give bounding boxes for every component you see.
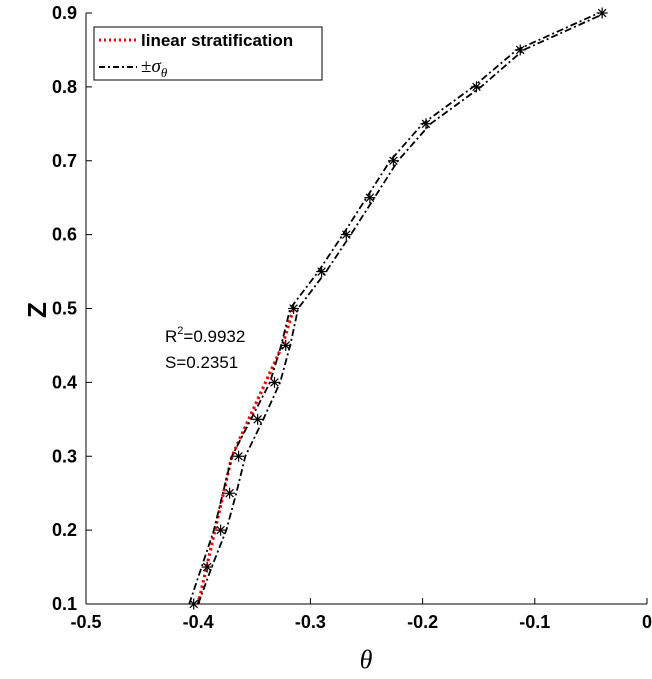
legend-label-linear-stratification: linear stratification <box>141 31 293 50</box>
marker-stroke <box>189 599 198 609</box>
ticks-group: -0.5 -0.4 -0.3 -0.2 -0.1 0 0.1 0.2 0.3 0.4 0.5 0.6 0… <box>52 3 652 632</box>
series-sigma-upper <box>197 12 606 605</box>
x-tick-label: -0.5 <box>70 612 101 632</box>
data-point-marker <box>387 155 399 167</box>
r-squared-annotation: R2=0.9932 <box>165 325 245 346</box>
data-point-marker <box>224 487 236 499</box>
axis-labels-group: Z θ <box>22 302 373 674</box>
marker-stroke <box>421 119 431 129</box>
y-tick-label: 0.1 <box>52 594 77 614</box>
data-point-marker <box>364 192 376 204</box>
data-point-marker <box>596 7 608 19</box>
data-point-marker <box>420 118 432 130</box>
marker-stroke <box>389 156 398 166</box>
x-tick-label: -0.2 <box>407 612 438 632</box>
series-group <box>188 12 606 605</box>
marker-stroke <box>202 562 212 572</box>
axes-group <box>85 13 647 605</box>
data-point-marker <box>316 266 328 278</box>
data-point-marker <box>215 524 227 536</box>
marker-stroke <box>281 341 290 350</box>
x-axis-label: θ <box>360 645 373 674</box>
data-point-marker <box>233 450 245 462</box>
data-point-marker <box>252 413 264 425</box>
marker-stroke <box>225 488 234 498</box>
y-axis-label: Z <box>22 302 52 318</box>
marker-stroke <box>342 230 351 239</box>
legend: linear stratification ±σθ <box>93 26 323 81</box>
legend-box <box>93 26 323 81</box>
y-tick-label: 0.5 <box>52 299 77 319</box>
y-tick-label: 0.7 <box>52 151 77 171</box>
series-sigma-lower <box>188 12 600 605</box>
data-point-marker <box>268 376 280 388</box>
y-tick-label: 0.4 <box>52 372 77 392</box>
marker-stroke <box>216 525 225 535</box>
y-tick-label: 0.2 <box>52 520 77 540</box>
x-tick-label: -0.1 <box>519 612 550 632</box>
data-point-marker <box>514 44 526 56</box>
y-tick-label: 0.6 <box>52 225 77 245</box>
data-point-marker <box>280 339 292 351</box>
marker-stroke <box>234 451 243 461</box>
marker-stroke <box>270 378 279 387</box>
markers-group <box>188 7 608 610</box>
x-tick-label: -0.3 <box>295 612 326 632</box>
marker-stroke <box>472 82 481 92</box>
data-point-marker <box>340 229 352 241</box>
x-tick-label: 0 <box>642 612 652 632</box>
marker-stroke <box>597 8 607 18</box>
s-value-annotation: S=0.2351 <box>165 353 238 372</box>
y-tick-label: 0.8 <box>52 77 77 97</box>
legend-label-sigma: ±σθ <box>141 56 168 80</box>
marker-stroke <box>289 304 298 313</box>
data-point-marker <box>201 561 213 573</box>
marker-stroke <box>253 415 262 424</box>
marker-stroke <box>317 267 326 276</box>
data-point-marker <box>470 81 482 93</box>
y-tick-label: 0.3 <box>52 446 77 466</box>
data-point-marker <box>288 303 300 314</box>
y-tick-label: 0.9 <box>52 3 77 23</box>
marker-stroke <box>515 45 525 55</box>
marker-stroke <box>365 193 375 202</box>
annotation-group: R2=0.9932 S=0.2351 <box>165 325 245 372</box>
data-point-marker <box>188 598 200 610</box>
x-tick-label: -0.4 <box>183 612 214 632</box>
